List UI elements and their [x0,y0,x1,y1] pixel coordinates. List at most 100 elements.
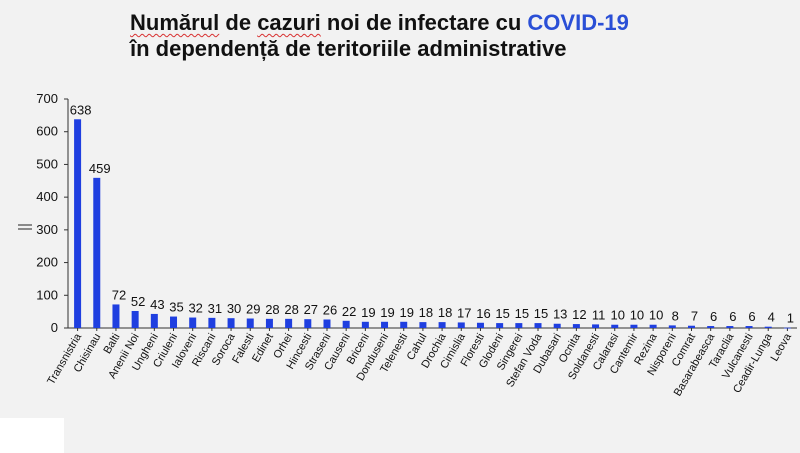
title-word-1: Numărul [130,10,220,35]
data-label: 15 [515,306,529,321]
bar [630,324,638,328]
data-label: 6 [729,309,736,324]
y-axis: 0 100 200 300 400 500 600 700 [36,91,69,335]
bar [131,310,139,328]
data-label: 459 [89,161,111,176]
bar [246,318,254,328]
bar [170,316,178,328]
data-label: 10 [649,308,663,323]
y-tick-label: 500 [36,156,58,171]
data-label: 72 [112,287,126,302]
chart-title: Numărul de cazuri noi de infectare cu CO… [130,10,629,62]
bar [208,317,216,328]
bar [707,326,715,328]
data-label: 35 [169,300,183,315]
bar [189,317,197,328]
legend-marker [18,224,32,230]
data-label: 8 [672,308,679,323]
title-word-2: de [225,10,252,35]
data-label: 43 [150,297,164,312]
bar [112,304,120,328]
title-highlight: COVID-19 [527,10,629,35]
data-label: 29 [246,302,260,317]
bar [611,324,619,328]
data-label: 10 [630,308,644,323]
data-label: 30 [227,301,241,316]
bar [457,322,465,328]
x-axis [68,327,797,331]
y-tick-label: 600 [36,124,58,139]
data-label: 17 [457,305,471,320]
bar [93,177,101,328]
bar [764,326,772,328]
data-label: 52 [131,294,145,309]
data-label: 15 [495,306,509,321]
bar [342,320,350,328]
y-tick-label: 100 [36,287,58,302]
title-line-2: în dependență de teritoriile administrat… [130,36,567,61]
title-line-1: Numărul de cazuri noi de infectare cu CO… [130,10,629,36]
data-label: 28 [284,302,298,317]
title-rest: noi de infectare cu [326,10,522,35]
bar [323,319,331,328]
data-label: 7 [691,309,698,324]
y-tick-label: 400 [36,189,58,204]
data-label: 19 [361,305,375,320]
bar [534,323,542,328]
bar [668,325,676,328]
bar [783,327,791,329]
data-label: 6 [710,309,717,324]
bar [150,313,158,328]
data-label: 6 [748,309,755,324]
bar [419,322,427,328]
y-tick-label: 200 [36,255,58,270]
bar [400,321,408,328]
bar [496,323,504,328]
data-label: 16 [476,306,490,321]
data-label: 26 [323,302,337,317]
data-label: 1 [787,311,794,326]
bar [687,325,695,328]
data-label: 31 [208,301,222,316]
bar [265,318,273,328]
bar [515,323,523,328]
bar [649,324,657,328]
bar [476,322,484,328]
bar [227,318,235,328]
bar [361,321,369,328]
bars [74,119,791,329]
data-label: 19 [380,305,394,320]
data-label: 18 [419,305,433,320]
data-label: 19 [399,305,413,320]
data-label: 18 [438,305,452,320]
data-label: 15 [534,306,548,321]
data-label: 28 [265,302,279,317]
bar [438,322,446,328]
data-label: 11 [592,307,606,322]
data-label: 27 [304,302,318,317]
data-label: 4 [768,310,775,325]
corner-panel [0,418,64,453]
x-tick-label: Leova [769,331,795,364]
data-label: 32 [188,301,202,316]
y-tick-label: 0 [51,320,58,335]
bar [726,326,734,328]
bar [745,326,753,328]
bar [304,319,312,328]
bar [592,324,600,328]
bar [572,324,580,328]
data-label: 13 [553,307,567,322]
bar [74,119,82,328]
y-tick-label: 300 [36,222,58,237]
data-label: 10 [611,308,625,323]
title-word-3: cazuri [257,10,321,35]
bar [553,323,561,328]
data-label: 12 [572,307,586,322]
y-tick-label: 700 [36,91,58,106]
bar [285,318,293,328]
data-label: 22 [342,304,356,319]
data-label: 638 [70,102,92,117]
